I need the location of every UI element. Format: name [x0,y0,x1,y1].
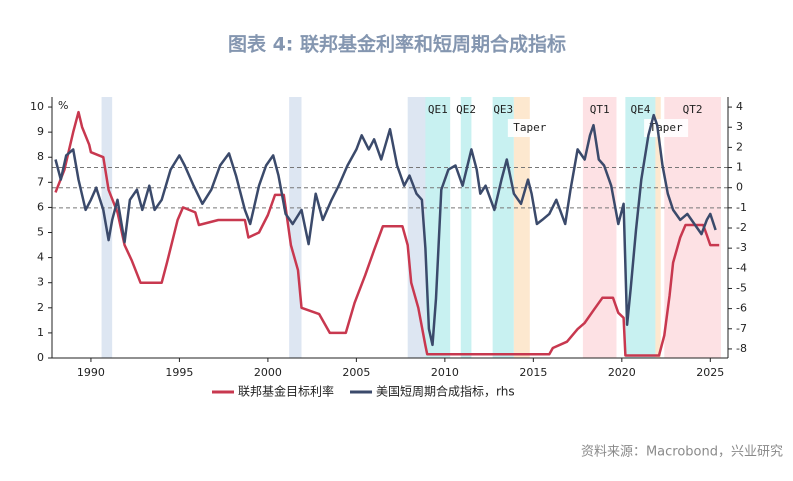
series-line [54,113,717,347]
y2-tick-label: 1 [736,161,743,174]
y2-tick-label: -2 [736,221,747,234]
region-label: QE1 [428,103,448,116]
y2-tick-label: -4 [736,261,747,274]
y-tick-label: 2 [37,301,44,314]
x-tick-label: 2025 [696,366,724,379]
y-tick-label: 4 [37,251,44,264]
series-line [54,110,720,357]
y-tick-label: 9 [37,125,44,138]
x-tick-label: 2010 [431,366,459,379]
y2-tick-label: -1 [736,201,747,214]
label-box [507,119,552,137]
region-label: Taper [513,121,546,134]
region-label: QT1 [590,103,610,116]
source-note: 资料来源：Macrobond，兴业研究 [581,445,783,460]
x-tick-label: 2005 [342,366,370,379]
label-box [644,119,689,137]
y2-tick-label: 2 [736,140,743,153]
shaded-region [664,97,721,358]
region-label: QE3 [493,103,513,116]
y2-tick-label: 0 [736,181,743,194]
y-tick-label: 5 [37,226,44,239]
shaded-region [460,97,472,358]
shaded-region [513,97,530,358]
shaded-region [625,97,656,358]
y-tick-label: 3 [37,276,44,289]
y2-tick-label: -5 [736,281,747,294]
y2-tick-label: -6 [736,302,747,315]
chart-title: 图表 4: 联邦基金利率和短周期合成指标 [228,33,566,56]
y-tick-label: 6 [37,200,44,213]
shaded-region [289,97,302,358]
x-tick-label: 2000 [254,366,282,379]
shaded-region [655,97,661,358]
y2-tick-label: -8 [736,342,747,355]
y-tick-label: 7 [37,175,44,188]
region-label: QE4 [630,103,650,116]
y-tick-label: 8 [37,150,44,163]
region-label: Taper [650,121,683,134]
y-tick-label: 0 [37,351,44,364]
y2-tick-label: -3 [736,241,747,254]
y2-tick-label: -7 [736,322,747,335]
legend-label: 联邦基金目标利率 [238,384,334,399]
legend-label: 美国短周期合成指标，rhs [376,384,515,399]
y-tick-label: 10 [30,100,44,113]
region-label: QT2 [683,103,703,116]
x-tick-label: 1990 [77,366,105,379]
y-unit: % [58,99,68,112]
y2-tick-label: 3 [736,120,743,133]
region-label: QE2 [456,103,476,116]
y-tick-label: 1 [37,326,44,339]
x-tick-label: 1995 [165,366,193,379]
x-tick-label: 2020 [608,366,636,379]
y2-tick-label: 4 [736,100,743,113]
x-tick-label: 2015 [519,366,547,379]
